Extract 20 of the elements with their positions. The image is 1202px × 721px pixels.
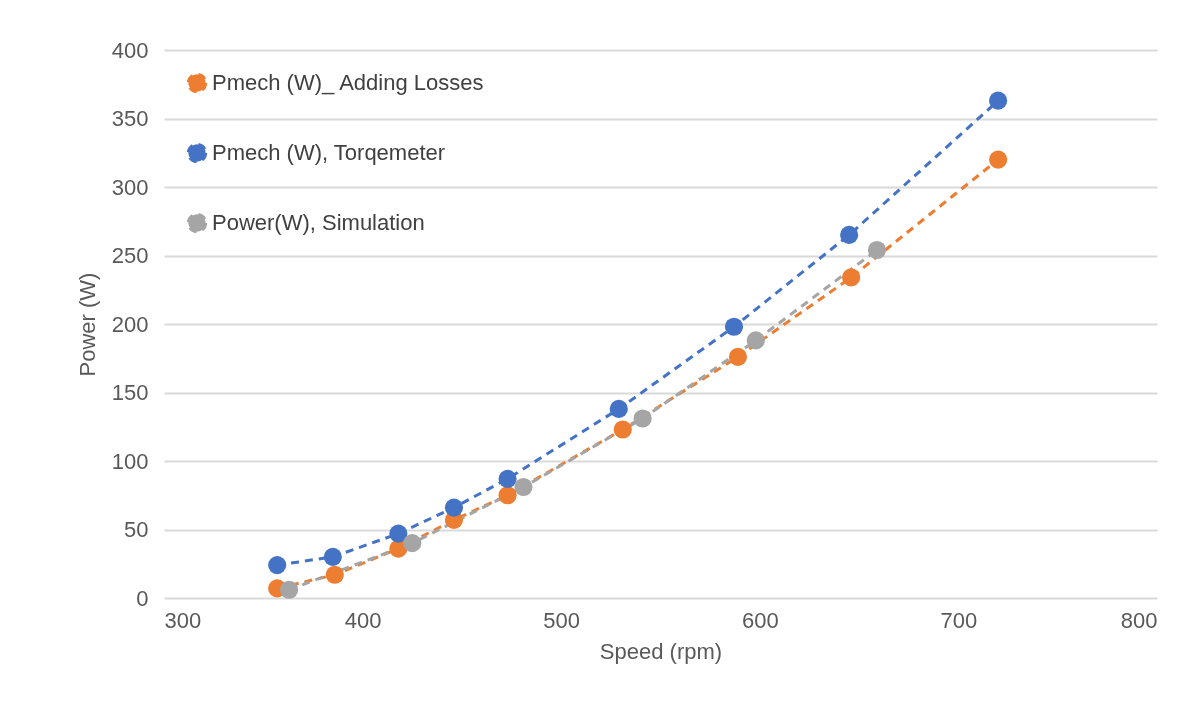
legend-label: Power(W), Simulation: [212, 210, 425, 235]
y-tick-label: 200: [111, 311, 149, 337]
y-axis-title: Power (W): [74, 272, 100, 377]
x-tick-label: 300: [164, 607, 202, 633]
y-tick-label: 100: [111, 448, 149, 474]
x-tick-label: 700: [940, 607, 978, 633]
y-tick-label: 300: [111, 174, 149, 200]
y-tick-label: 350: [111, 106, 149, 131]
y-tick-label: 50: [124, 517, 149, 542]
legend-label: Pmech (W), Torqemeter: [212, 140, 446, 165]
y-tick-label: 250: [111, 243, 149, 268]
y-tick-label: 0: [136, 585, 149, 611]
x-axis-title: Speed (rpm): [599, 638, 723, 664]
x-tick-label: 500: [543, 607, 581, 633]
x-tick-label: 400: [344, 607, 382, 633]
y-tick-label: 150: [111, 380, 149, 405]
x-tick-label: 800: [1120, 607, 1158, 633]
legend-label: Pmech (W)_ Adding Losses: [212, 70, 484, 95]
y-tick-label: 400: [111, 37, 149, 63]
x-tick-label: 600: [741, 607, 779, 633]
